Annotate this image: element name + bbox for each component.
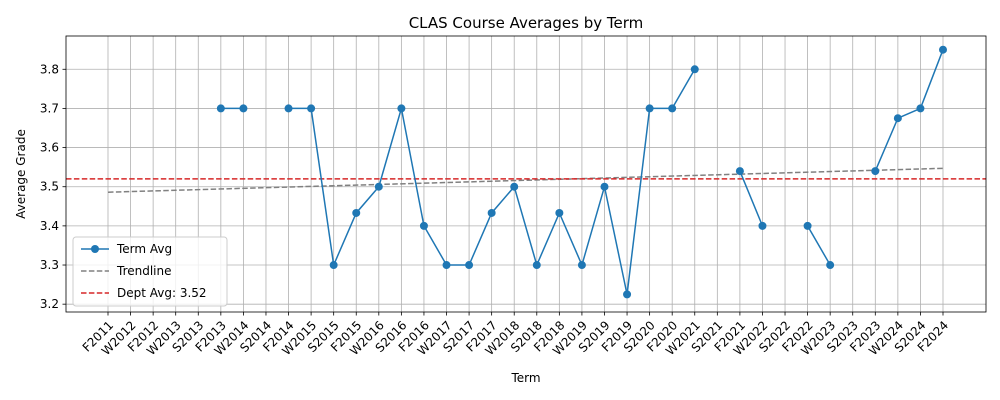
y-tick-label: 3.5 [40,180,59,194]
term-avg-point [916,104,925,113]
term-avg-point [239,104,248,113]
term-avg-point [803,221,812,230]
term-avg-point [623,290,632,299]
y-tick-label: 3.2 [40,297,59,311]
term-avg-point [532,261,541,270]
term-avg-point [442,261,451,270]
term-avg-point [352,208,361,217]
plot-frame [65,35,987,313]
term-avg-point [600,182,609,191]
term-avg-point [487,208,496,217]
x-axis-label: Term [510,371,540,385]
chart-title: CLAS Course Averages by Term [409,14,644,32]
term-avg-point [758,221,767,230]
y-tick-label: 3.7 [40,101,59,115]
term-avg-point [690,65,699,74]
y-axis-label: Average Grade [14,129,28,219]
y-tick-label: 3.4 [40,219,59,233]
y-tick-label: 3.3 [40,258,59,272]
term-avg-point [465,261,474,270]
term-avg-point [893,114,902,123]
term-avg-point [510,182,519,191]
y-tick-label: 3.8 [40,62,59,76]
term-avg-point [374,182,383,191]
term-avg-line [874,49,944,172]
legend-entry: Trendline [116,264,172,278]
term-avg-point [939,45,947,54]
legend: Term Avg Trendline Dept Avg: 3.52 [72,236,228,307]
reference-lines [66,167,986,193]
term-avg-point [284,104,293,113]
term-avg-point [397,104,406,113]
legend-marker [91,245,99,253]
y-axis: 3.2 3.3 3.4 3.5 3.6 3.7 3.8 [40,62,66,311]
term-avg-point [735,167,744,176]
term-avg-point [577,261,586,270]
term-avg-point [871,167,880,176]
term-avg-point [216,104,225,113]
legend-box [72,236,228,307]
term-avg-point [555,208,564,217]
term-avg-line [739,170,764,227]
trendline [107,167,944,193]
legend-entry: Term Avg [116,242,172,256]
term-avg-point [668,104,677,113]
term-avg-point [307,104,316,113]
term-avg-point [826,261,835,270]
term-avg-point [419,221,428,230]
term-avg-point [645,104,654,113]
term-avg-line [806,225,831,266]
series-group [216,45,947,299]
y-tick-label: 3.6 [40,141,59,155]
legend-entry: Dept Avg: 3.52 [117,286,207,300]
term-avg-point [329,261,338,270]
